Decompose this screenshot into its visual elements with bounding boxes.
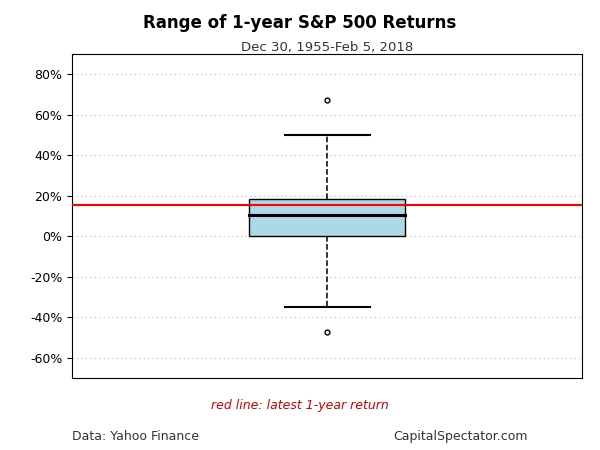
Title: Dec 30, 1955-Feb 5, 2018: Dec 30, 1955-Feb 5, 2018	[241, 41, 413, 54]
Text: Data: Yahoo Finance: Data: Yahoo Finance	[72, 430, 199, 443]
Text: red line: latest 1-year return: red line: latest 1-year return	[211, 399, 389, 411]
FancyBboxPatch shape	[249, 199, 405, 236]
Text: CapitalSpectator.com: CapitalSpectator.com	[394, 430, 528, 443]
Text: Range of 1-year S&P 500 Returns: Range of 1-year S&P 500 Returns	[143, 14, 457, 32]
